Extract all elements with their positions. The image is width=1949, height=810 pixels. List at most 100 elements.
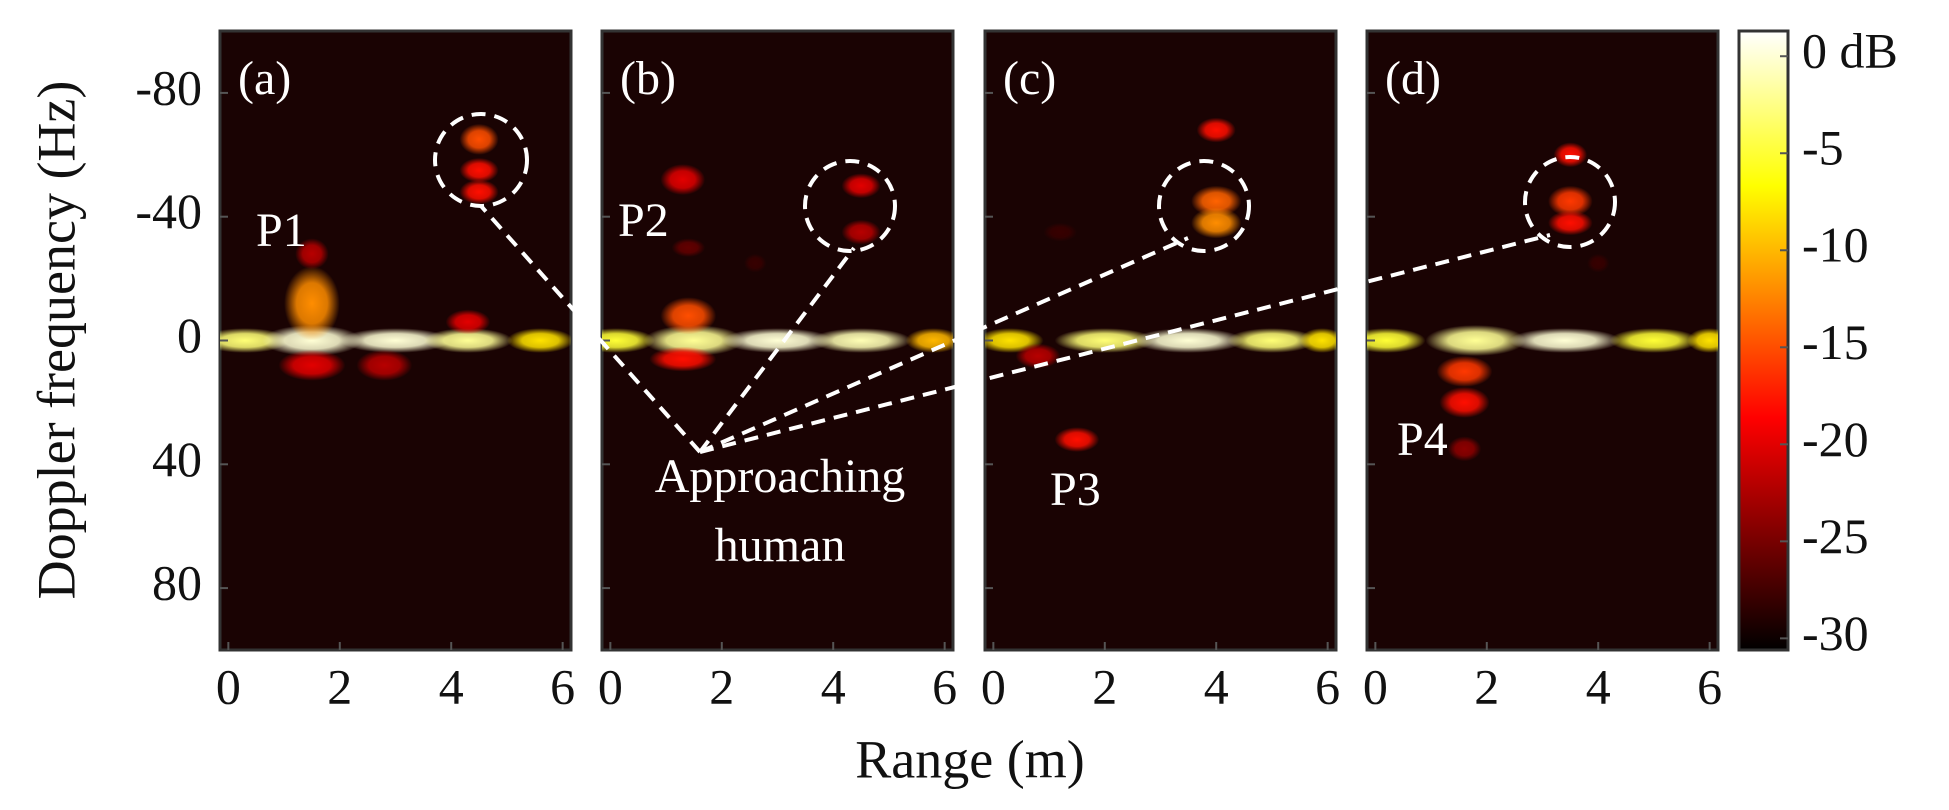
x-tick-label: 4 <box>1204 658 1229 714</box>
x-tick-label: 4 <box>439 658 464 714</box>
heatmap-blob <box>841 173 881 199</box>
colorbar-tick-label: 0 dB <box>1802 23 1898 79</box>
heatmap-blob <box>1587 253 1610 273</box>
x-tick-label: 2 <box>1092 658 1117 714</box>
y-tick-label: -40 <box>135 183 202 239</box>
x-tick-label: 6 <box>1315 658 1340 714</box>
heatmap-blob <box>1439 386 1490 418</box>
heatmap-blob <box>506 328 571 353</box>
heatmap-blob <box>423 328 513 353</box>
heatmap-blob <box>810 328 912 353</box>
annotation-text: Approaching <box>655 450 906 503</box>
y-tick-label: 80 <box>152 555 202 611</box>
heatmap-blob <box>841 219 881 245</box>
heatmap-blob <box>339 328 452 353</box>
heatmap-blob <box>721 328 834 353</box>
colorbar-tick-label: -25 <box>1802 508 1869 564</box>
panel: 0 2 4 6 <box>598 29 957 714</box>
heatmap <box>985 117 1336 452</box>
pointer-line <box>699 233 1551 454</box>
peak-label: P1 <box>256 204 307 257</box>
heatmap-blob <box>1054 328 1155 353</box>
colorbar: 0 dB -5 -10 -15 -20 -25 -30 <box>1737 23 1898 661</box>
colorbar-scale <box>1737 29 1790 652</box>
target-circle <box>803 159 897 253</box>
heatmap-blob <box>1227 328 1317 353</box>
heatmap-blob <box>1196 117 1236 143</box>
annotation-overlay: Approaching human (a) P1 (b) P2 (c) P3 (d) P4 <box>238 52 1617 572</box>
heatmap-blob <box>1043 222 1077 242</box>
heatmap-blob <box>356 349 413 381</box>
x-tick-label: 0 <box>598 658 623 714</box>
panel-label: (a) <box>238 52 291 105</box>
heatmap-blob <box>1553 142 1588 168</box>
peak-label: P3 <box>1050 463 1101 516</box>
heatmap-blob <box>1299 328 1336 353</box>
colorbar-tick-label: -10 <box>1802 217 1869 273</box>
pointer-line <box>699 236 1189 454</box>
heatmap-blob <box>284 266 340 341</box>
heatmap-blob <box>671 238 706 257</box>
heatmap-blob <box>1687 328 1718 353</box>
heatmap-blob <box>660 164 706 196</box>
panel-label: (d) <box>1385 52 1441 105</box>
panel-label: (c) <box>1003 52 1056 105</box>
x-tick-label: 0 <box>981 658 1006 714</box>
heatmap-blob <box>602 328 655 353</box>
x-axis-label: Range (m) <box>855 729 1084 789</box>
pointer-line <box>479 204 702 454</box>
heatmap-blob <box>1509 328 1621 353</box>
x-tick-label: 6 <box>1697 658 1722 714</box>
heatmap-blob <box>278 349 346 381</box>
heatmap-blob <box>459 123 499 155</box>
x-tick-label: 0 <box>216 658 241 714</box>
peak-label: P2 <box>618 194 669 247</box>
peak-label: P4 <box>1397 413 1448 466</box>
heatmap-blob <box>1425 325 1526 356</box>
heatmap-blob <box>649 346 717 372</box>
x-tick-label: 6 <box>932 658 957 714</box>
colorbar-tick-label: -5 <box>1802 120 1844 176</box>
y-tick-label: 0 <box>177 307 202 363</box>
heatmap-blob <box>1132 328 1245 353</box>
heatmap-blob <box>261 325 363 356</box>
heatmap <box>1367 142 1718 462</box>
x-tick-label: 2 <box>1474 658 1499 714</box>
heatmap <box>220 123 571 381</box>
colorbar-tick-label: -15 <box>1802 314 1869 370</box>
x-tick-label: 4 <box>1586 658 1611 714</box>
heatmap-blob <box>1367 328 1426 353</box>
annotation-text: human <box>715 519 846 572</box>
colorbar-tick-label: -20 <box>1802 411 1869 467</box>
heatmap-blob <box>744 253 767 273</box>
panel-label: (b) <box>620 52 676 105</box>
panel: 0 2 4 6 <box>1363 29 1722 714</box>
heatmap-blob <box>459 157 499 183</box>
heatmap-blob <box>660 297 717 335</box>
x-tick-label: 2 <box>709 658 734 714</box>
y-axis-label: Doppler frequency (Hz) <box>26 81 86 600</box>
panel: 0 2 4 6 <box>981 29 1340 714</box>
heatmap-blob <box>1548 210 1593 236</box>
target-circle <box>1523 155 1617 249</box>
pointer-line <box>698 246 856 454</box>
x-tick-label: 2 <box>327 658 352 714</box>
x-tick-label: 6 <box>550 658 575 714</box>
heatmap-blob <box>1054 427 1100 452</box>
heatmap-blob <box>295 238 329 270</box>
heatmap-blob <box>1447 436 1482 462</box>
x-tick-label: 0 <box>1363 658 1388 714</box>
heatmap-blob <box>1015 343 1061 369</box>
heatmap-blob <box>1609 328 1699 353</box>
heatmap-blob <box>445 309 491 335</box>
heatmap-blob <box>1436 355 1493 387</box>
y-tick-label: -80 <box>135 59 202 115</box>
heatmap-blob <box>459 179 499 205</box>
heatmap-blob <box>1191 185 1242 217</box>
colorbar-tick-label: -30 <box>1802 605 1869 661</box>
panel: 0 2 4 6 -80 -40 0 40 80 <box>135 29 575 714</box>
heatmap <box>602 164 953 372</box>
heatmap-blob <box>1191 207 1242 239</box>
